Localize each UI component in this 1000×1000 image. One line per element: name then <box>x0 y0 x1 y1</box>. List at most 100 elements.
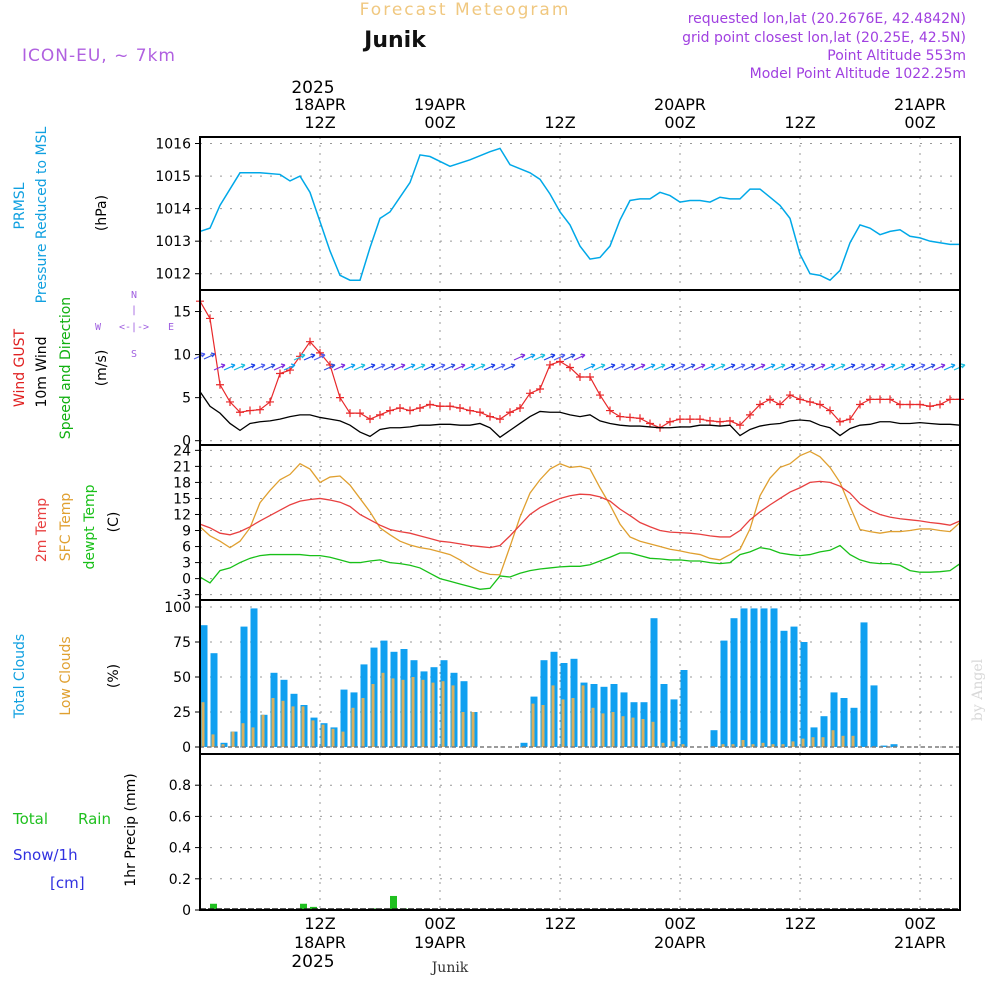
wind-gust-label: Wind GUST <box>12 328 28 407</box>
wind-arrow <box>603 363 616 371</box>
low-cloud-bar <box>271 698 275 747</box>
gust-point <box>276 369 284 378</box>
low-cloud-bar <box>581 685 585 747</box>
wind-arrow <box>373 363 386 371</box>
low-cloud-bar <box>241 723 245 747</box>
wind-arrow <box>233 363 246 371</box>
wind-arrow <box>493 363 506 371</box>
low-cloud-bar <box>201 702 205 747</box>
low-cloud-bar <box>441 681 445 747</box>
gust-point <box>686 415 694 424</box>
sfc-temp-series <box>199 450 961 576</box>
low-cloud-bar <box>721 744 725 747</box>
low-cloud-bar <box>531 703 535 747</box>
gust-point <box>416 403 424 412</box>
gust-point <box>516 403 524 412</box>
wind-arrow <box>273 363 286 371</box>
gust-point <box>226 397 234 406</box>
gust-point <box>736 421 744 430</box>
wind-arrow <box>893 363 906 371</box>
gust-point <box>426 400 434 409</box>
top-hour-label: 12Z <box>784 113 815 132</box>
low-clouds-label: Low Clouds <box>58 636 74 715</box>
wind-arrow <box>933 363 946 371</box>
top-hour-label: 12Z <box>304 113 335 132</box>
clouds-unit: (%) <box>106 664 122 688</box>
precipitation-frame <box>199 753 961 911</box>
rain-bar <box>390 895 397 910</box>
wind-arrow <box>333 363 346 371</box>
y-tick-label: 0 <box>182 740 191 756</box>
y-tick-label: 75 <box>173 635 191 651</box>
bottom-hour-label: 12Z <box>544 914 575 933</box>
wind-arrow <box>483 363 496 371</box>
y-tick-label: 1014 <box>155 202 191 218</box>
wind-arrow <box>383 363 396 371</box>
point-altitude: Point Altitude 553m <box>827 48 966 64</box>
wind-arrow <box>393 363 406 371</box>
gust-point <box>946 395 954 404</box>
wind-arrow <box>433 363 446 371</box>
low-cloud-bar <box>211 734 215 747</box>
y-tick-label: -3 <box>177 588 191 604</box>
wind-arrow <box>593 363 606 371</box>
gust-point <box>826 406 834 415</box>
total-cloud-bar <box>830 692 838 747</box>
precip-snow-unit: [cm] <box>50 874 85 892</box>
bottom-date-label: 21APR <box>894 933 946 952</box>
low-cloud-bar <box>251 727 255 747</box>
low-cloud-bar <box>731 744 735 747</box>
wind-arrow <box>713 363 726 371</box>
low-cloud-bar <box>681 744 685 747</box>
total-cloud-bar <box>840 698 848 747</box>
low-cloud-bar <box>231 731 235 747</box>
wind-arrow <box>263 363 276 371</box>
low-cloud-bar <box>611 712 615 747</box>
y-tick-label: 1016 <box>155 137 191 153</box>
total-cloud-bar <box>770 608 778 747</box>
gust-point <box>796 395 804 404</box>
precip-labels: Total Rain Snow/1h [cm] 1hr Precip (mm) <box>12 773 139 892</box>
wind-unit: (m/s) <box>94 350 110 387</box>
y-tick-label: 12 <box>173 507 191 523</box>
total-cloud-bar <box>540 660 548 747</box>
low-cloud-bar <box>301 706 305 747</box>
y-tick-label: 0 <box>182 903 191 919</box>
total-cloud-bar <box>250 608 258 747</box>
low-cloud-bar <box>661 742 665 747</box>
gust-point <box>566 363 574 372</box>
low-cloud-bar <box>571 698 575 747</box>
gust-point <box>866 395 874 404</box>
wind-arrow <box>633 363 646 371</box>
total-cloud-bar <box>750 608 758 747</box>
y-tick-label: 50 <box>173 670 191 686</box>
location-name: Junik <box>362 28 427 53</box>
wind-arrow <box>543 353 556 361</box>
gust-point <box>316 348 324 357</box>
gust-point <box>436 402 444 411</box>
wind-arrow <box>203 352 216 360</box>
gust-point <box>556 357 564 366</box>
total-cloud-bar <box>670 699 678 747</box>
wind-arrow <box>533 353 546 361</box>
wind-arrow <box>353 363 366 371</box>
low-cloud-bar <box>471 712 475 747</box>
gust-point <box>716 417 724 426</box>
total-cloud-bar <box>870 685 878 747</box>
clouds-panel: 0 25 50 75 100 <box>164 600 960 756</box>
requested-coords: requested lon,lat (20.2676E, 42.4842N) <box>688 11 966 27</box>
gust-point <box>646 419 654 428</box>
low-cloud-bar <box>331 728 335 747</box>
total-cloud-bar <box>860 622 868 747</box>
low-cloud-bar <box>381 672 385 747</box>
y-tick-label: 0.2 <box>169 872 191 888</box>
total-cloud-bar <box>740 608 748 747</box>
low-cloud-bar <box>311 720 315 747</box>
low-cloud-bar <box>851 735 855 747</box>
wind-arrow <box>253 363 266 371</box>
low-cloud-bar <box>801 738 805 747</box>
gust-point <box>456 403 464 412</box>
wind-arrow <box>723 363 736 371</box>
low-cloud-bar <box>421 679 425 747</box>
low-cloud-bar <box>411 677 415 747</box>
